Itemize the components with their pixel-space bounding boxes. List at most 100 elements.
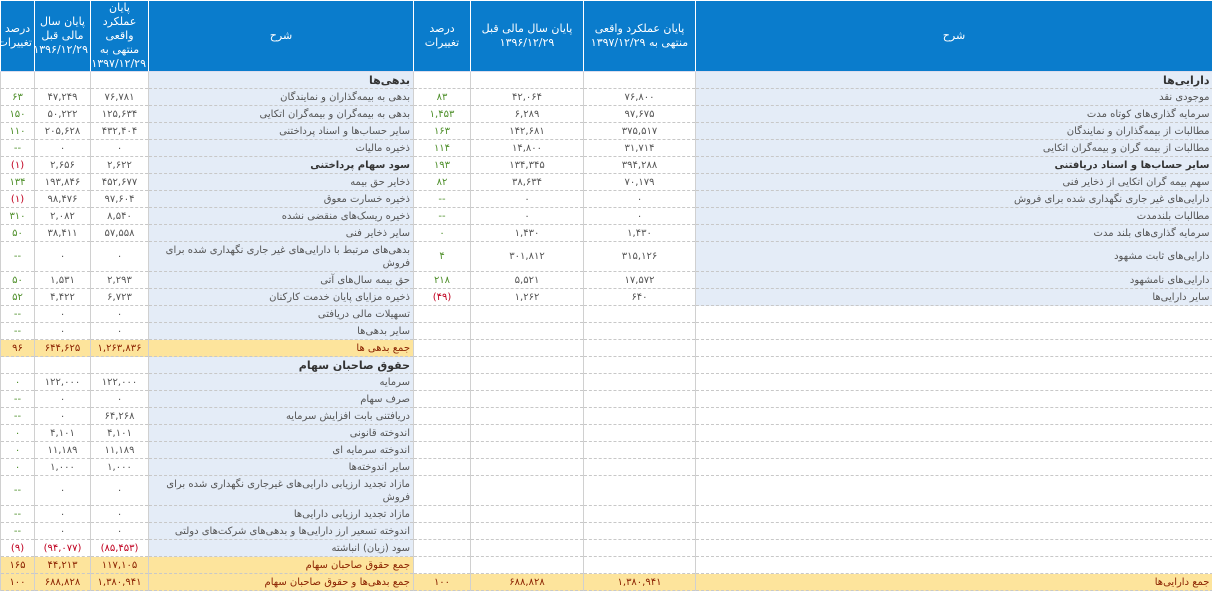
assets-current-header[interactable]: پایان عملکرد واقعی منتهی به ۱۳۹۷/۱۲/۲۹ — [584, 1, 696, 72]
assets-previous-header[interactable]: پایان سال مالی قبل ۱۳۹۶/۱۲/۲۹ — [471, 1, 584, 72]
assets-previous-cell: ۳۸,۶۳۴ — [471, 174, 584, 191]
liabilities-pct-cell — [1, 357, 35, 374]
liabilities-pct-header[interactable]: درصد تغییرات — [1, 1, 35, 72]
assets-desc-cell — [696, 340, 1212, 357]
assets-desc-cell: دارایی‌ها — [696, 72, 1212, 89]
liabilities-desc-cell: جمع بدهی ها — [149, 340, 414, 357]
assets-previous-cell — [471, 408, 584, 425]
assets-desc-cell: موجودی نقد — [696, 89, 1212, 106]
liabilities-pct-cell: ۶۳ — [1, 89, 35, 106]
liabilities-pct-cell: ۵۲ — [1, 289, 35, 306]
assets-previous-cell — [471, 306, 584, 323]
liabilities-pct-cell: ۱۳۴ — [1, 174, 35, 191]
liabilities-pct-cell: -- — [1, 408, 35, 425]
assets-pct-cell: ۱۰۰ — [414, 574, 471, 591]
assets-pct-cell — [414, 540, 471, 557]
liabilities-pct-cell: -- — [1, 140, 35, 157]
liabilities-desc-cell: ذخایر حق بیمه — [149, 174, 414, 191]
assets-previous-cell — [471, 323, 584, 340]
assets-pct-cell — [414, 72, 471, 89]
liabilities-desc-cell: سایر ذخایر فنی — [149, 225, 414, 242]
assets-current-cell — [584, 557, 696, 574]
liabilities-desc-cell: صرف سهام — [149, 391, 414, 408]
assets-current-cell — [584, 459, 696, 476]
liabilities-previous-cell: ۱,۰۰۰ — [35, 459, 91, 476]
liabilities-current-cell: ۶,۷۲۳ — [91, 289, 149, 306]
assets-previous-cell — [471, 557, 584, 574]
liabilities-previous-cell: ۴۷,۲۴۹ — [35, 89, 91, 106]
assets-previous-cell: ۱۳۴,۳۴۵ — [471, 157, 584, 174]
assets-pct-cell: ۱۱۴ — [414, 140, 471, 157]
liabilities-previous-cell: ۱۲۲,۰۰۰ — [35, 374, 91, 391]
assets-current-cell: ۶۴۰ — [584, 289, 696, 306]
assets-pct-cell — [414, 306, 471, 323]
assets-current-cell: ۱,۳۸۰,۹۴۱ — [584, 574, 696, 591]
liabilities-pct-cell: -- — [1, 306, 35, 323]
liabilities-current-cell: ۴,۱۰۱ — [91, 425, 149, 442]
liabilities-desc-cell: اندوخته سرمایه ای — [149, 442, 414, 459]
assets-desc-cell — [696, 557, 1212, 574]
liabilities-desc-cell: تسهیلات مالی دریافتی — [149, 306, 414, 323]
assets-current-cell: ۳۹۴,۲۸۸ — [584, 157, 696, 174]
liabilities-current-cell: ۱,۰۰۰ — [91, 459, 149, 476]
liabilities-desc-cell: جمع حقوق صاحبان سهام — [149, 557, 414, 574]
liabilities-desc-header[interactable]: شرح — [149, 1, 414, 72]
liabilities-pct-cell: (۱) — [1, 157, 35, 174]
assets-current-cell: ۰ — [584, 191, 696, 208]
assets-pct-cell: ۰ — [414, 225, 471, 242]
assets-desc-cell — [696, 374, 1212, 391]
assets-current-cell: ۱۷,۵۷۲ — [584, 272, 696, 289]
liabilities-previous-cell: ۰ — [35, 476, 91, 506]
liabilities-previous-cell: ۴,۱۰۱ — [35, 425, 91, 442]
liabilities-current-cell: ۱۱,۱۸۹ — [91, 442, 149, 459]
liabilities-current-cell: ۰ — [91, 506, 149, 523]
liabilities-current-cell — [91, 72, 149, 89]
assets-desc-cell — [696, 357, 1212, 374]
liabilities-pct-cell: ۱۶۵ — [1, 557, 35, 574]
liabilities-previous-cell: ۵۰,۲۲۲ — [35, 106, 91, 123]
liabilities-current-cell: ۱۱۷,۱۰۵ — [91, 557, 149, 574]
assets-previous-cell — [471, 523, 584, 540]
assets-desc-cell — [696, 506, 1212, 523]
assets-current-cell — [584, 391, 696, 408]
liabilities-desc-cell: حق بیمه سال‌های آتی — [149, 272, 414, 289]
liabilities-pct-cell: ۱۰۰ — [1, 574, 35, 591]
assets-pct-cell — [414, 425, 471, 442]
liabilities-previous-header[interactable]: پایان سال مالی قبل ۱۳۹۶/۱۲/۲۹ — [35, 1, 91, 72]
assets-previous-cell — [471, 476, 584, 506]
liabilities-pct-cell: (۹) — [1, 540, 35, 557]
assets-desc-cell: دارایی‌های غیر جاری نگهداری شده برای فرو… — [696, 191, 1212, 208]
assets-pct-cell — [414, 391, 471, 408]
assets-desc-cell: سرمایه گذاری‌های بلند مدت — [696, 225, 1212, 242]
liabilities-desc-cell: بدهی به بیمه‌گذاران و نمایندگان — [149, 89, 414, 106]
liabilities-desc-cell: سایر حساب‌ها و اسناد پرداختنی — [149, 123, 414, 140]
liabilities-desc-cell: مازاد تجدید ارزیابی دارایی‌های غیرجاری ن… — [149, 476, 414, 506]
liabilities-desc-cell: ذخیره خسارت معوق — [149, 191, 414, 208]
assets-current-cell — [584, 306, 696, 323]
assets-pct-cell: ۱,۴۵۳ — [414, 106, 471, 123]
liabilities-current-header[interactable]: پایان عملکرد واقعی منتهی به ۱۳۹۷/۱۲/۲۹ — [91, 1, 149, 72]
assets-pct-header[interactable]: درصد تغییرات — [414, 1, 471, 72]
assets-desc-header[interactable]: شرح — [696, 1, 1212, 72]
liabilities-previous-cell: ۱,۵۳۱ — [35, 272, 91, 289]
liabilities-previous-cell: ۲,۶۵۶ — [35, 157, 91, 174]
assets-pct-cell — [414, 506, 471, 523]
assets-current-cell — [584, 442, 696, 459]
assets-previous-cell — [471, 391, 584, 408]
liabilities-previous-cell: ۰ — [35, 408, 91, 425]
liabilities-current-cell: ۰ — [91, 242, 149, 272]
assets-pct-cell: ۱۹۳ — [414, 157, 471, 174]
liabilities-desc-cell: مازاد تجدید ارزیابی دارایی‌ها — [149, 506, 414, 523]
liabilities-previous-cell: ۶۸۸,۸۲۸ — [35, 574, 91, 591]
assets-previous-cell — [471, 72, 584, 89]
